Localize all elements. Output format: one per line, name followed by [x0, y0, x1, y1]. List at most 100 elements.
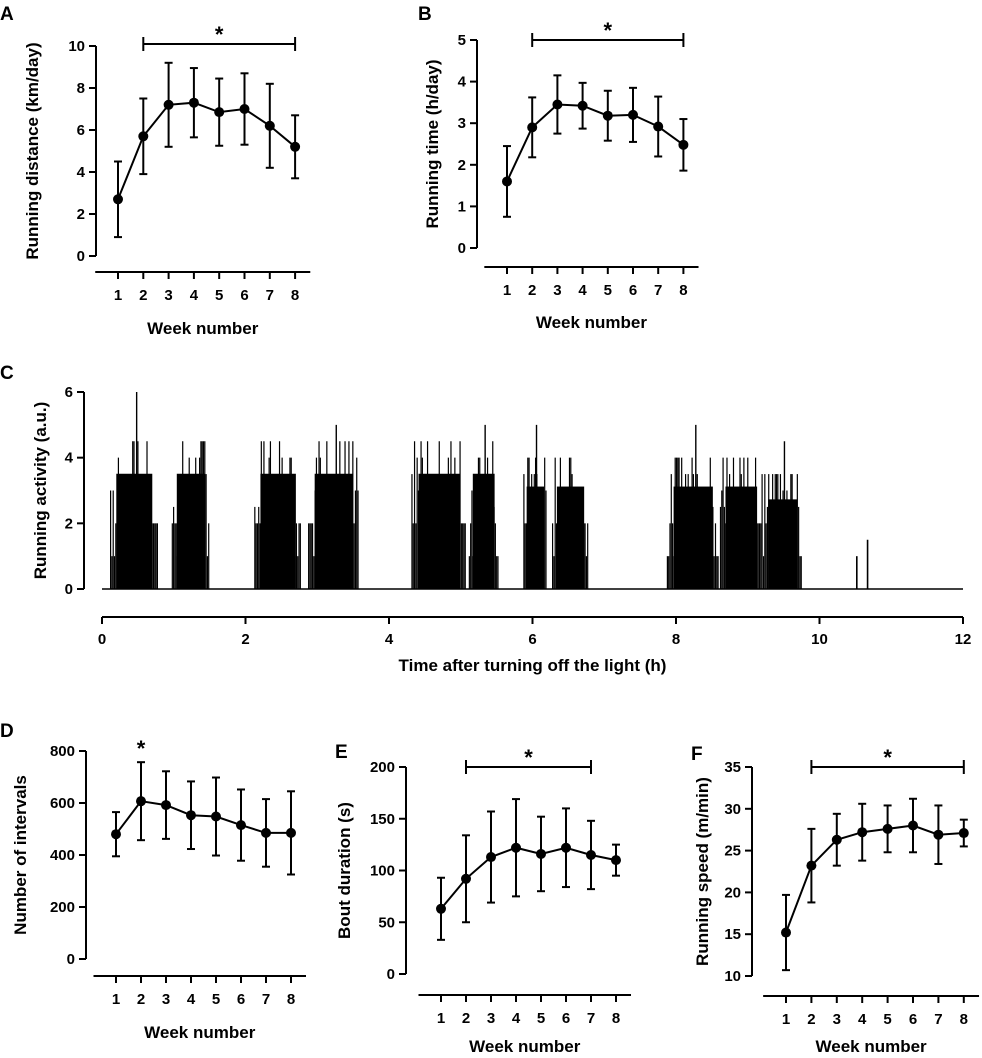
x-tick-label: 6: [240, 287, 248, 304]
x-tick-label: 1: [114, 287, 122, 304]
y-axis-title: Running activity (a.u.): [31, 402, 50, 580]
data-point: [290, 141, 301, 152]
panel-e-bout-duration: E 0 50 100 150 200 1 2 3 4 5 6 7 8 Bout duration (s) We…: [335, 742, 631, 1056]
x-axis-title: Week number: [536, 313, 648, 332]
y-tick-label: 3: [458, 115, 466, 132]
y-tick-label: 35: [724, 759, 741, 776]
data-point: [561, 842, 571, 853]
x-tick-label: 2: [241, 631, 249, 648]
panel-d-number-of-intervals: D 0 200 400 600 800 1 2 3 4 5 6 7 8 Number of interval…: [0, 721, 306, 1042]
x-tick-label: 6: [528, 631, 536, 648]
y-tick-label: 2: [65, 515, 73, 532]
panel-letter: C: [0, 363, 14, 384]
data-point: [577, 100, 588, 111]
x-tick-label: 1: [503, 282, 511, 299]
x-tick-label: 2: [807, 1011, 815, 1028]
y-axis-title: Running speed (m/min): [693, 777, 712, 966]
data-point: [536, 848, 546, 859]
y-tick-label: 0: [65, 581, 73, 598]
data-point: [831, 834, 842, 845]
data-point: [628, 109, 638, 120]
y-tick-label: 10: [724, 968, 741, 985]
x-tick-label: 3: [164, 287, 172, 304]
x-axis-title: Week number: [147, 319, 259, 338]
y-tick-label: 4: [77, 164, 86, 181]
data-point: [857, 827, 868, 838]
y-tick-label: 2: [458, 157, 466, 174]
x-tick-label: 7: [654, 282, 662, 299]
x-tick-label: 2: [528, 282, 536, 299]
x-tick-label: 3: [553, 282, 561, 299]
x-tick-label: 4: [385, 631, 394, 648]
y-tick-label: 4: [458, 74, 467, 91]
x-tick-label: 8: [679, 282, 687, 299]
y-tick-label: 100: [370, 863, 395, 880]
y-tick-label: 0: [67, 951, 75, 968]
data-point: [214, 107, 225, 118]
x-tick-label: 3: [162, 991, 170, 1008]
series-line: [117, 101, 296, 200]
y-tick-label: 30: [724, 801, 741, 818]
data-point: [163, 99, 174, 110]
y-tick-label: 600: [50, 795, 75, 812]
series-line: [785, 824, 964, 933]
data-point: [138, 131, 149, 142]
x-tick-label: 7: [262, 991, 270, 1008]
x-tick-label: 1: [112, 991, 120, 1008]
y-axis-title: Number of intervals: [11, 775, 30, 935]
y-tick-label: 200: [370, 759, 395, 776]
panel-letter: B: [418, 4, 432, 25]
y-tick-label: 6: [77, 122, 85, 139]
x-tick-label: 4: [187, 991, 196, 1008]
y-tick-label: 2: [77, 206, 85, 223]
data-point: [188, 97, 199, 108]
data-point: [111, 829, 121, 840]
data-point: [586, 849, 596, 860]
x-tick-label: 4: [578, 282, 587, 299]
x-tick-label: 5: [212, 991, 220, 1008]
significance-star: *: [215, 22, 224, 47]
y-tick-label: 1: [458, 198, 466, 215]
data-point: [781, 927, 791, 938]
data-point: [511, 842, 521, 853]
y-tick-label: 6: [65, 384, 73, 401]
significance-star: *: [137, 736, 146, 761]
x-tick-label: 6: [909, 1011, 917, 1028]
data-point: [461, 873, 471, 884]
y-tick-label: 50: [378, 914, 395, 931]
data-point: [653, 121, 664, 132]
x-tick-label: 5: [883, 1011, 891, 1028]
data-point: [678, 139, 689, 150]
x-tick-label: 0: [98, 631, 106, 648]
data-point: [552, 99, 563, 110]
data-point: [806, 860, 817, 871]
y-tick-label: 15: [724, 926, 741, 943]
data-point: [602, 110, 613, 121]
x-tick-label: 6: [562, 1010, 570, 1027]
panel-letter: E: [335, 742, 348, 763]
data-point: [239, 104, 250, 114]
data-point: [261, 827, 271, 838]
data-point: [236, 820, 246, 831]
x-tick-label: 2: [137, 991, 145, 1008]
y-tick-label: 25: [724, 843, 741, 860]
x-tick-label: 5: [537, 1010, 545, 1027]
y-tick-label: 8: [77, 80, 85, 97]
x-tick-label: 6: [629, 282, 637, 299]
data-point: [264, 120, 275, 131]
x-tick-label: 7: [587, 1010, 595, 1027]
x-tick-label: 4: [858, 1011, 867, 1028]
y-tick-label: 20: [724, 884, 741, 901]
y-tick-label: 0: [387, 966, 395, 983]
x-tick-label: 8: [287, 991, 295, 1008]
y-tick-label: 10: [68, 38, 85, 55]
data-point: [161, 800, 171, 811]
x-axis-title: Week number: [144, 1023, 256, 1042]
x-tick-label: 8: [291, 287, 299, 304]
data-point: [136, 796, 146, 807]
panel-letter: A: [0, 4, 14, 25]
x-tick-label: 1: [782, 1011, 790, 1028]
x-tick-label: 3: [833, 1011, 841, 1028]
